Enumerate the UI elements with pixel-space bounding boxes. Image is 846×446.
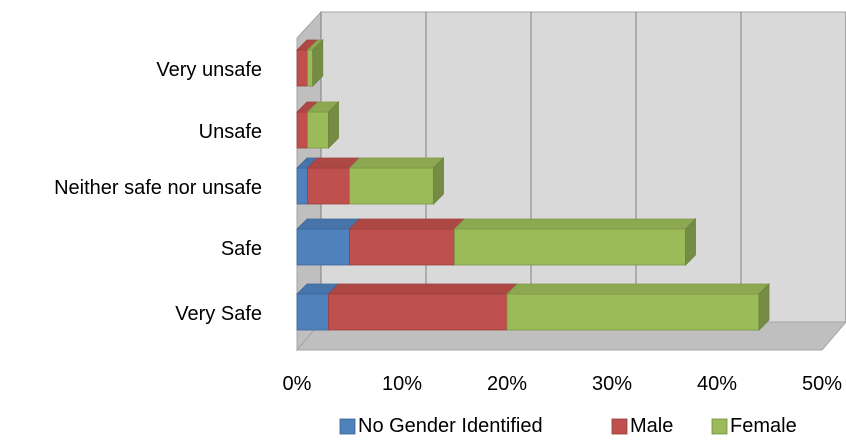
- chart-labels: Very Safe Safe Neither safe nor unsafe Unsa…: [54, 59, 842, 395]
- bar-top: [453, 218, 697, 230]
- legend-swatch-male: [611, 418, 628, 435]
- bar-safe-male: [348, 218, 466, 266]
- bar-neither-safe-nor-unsafe-female: [348, 157, 445, 205]
- x-tick-20: 20%: [487, 373, 527, 395]
- bar-front: [296, 167, 308, 205]
- bar-top: [327, 283, 518, 295]
- category-label-unsafe: Unsafe: [199, 121, 262, 143]
- bar-side: [312, 39, 324, 87]
- bar-safe-no-gender-identified: [296, 218, 361, 266]
- legend-swatch-no-gender-identified: [339, 418, 356, 435]
- bar-front: [296, 49, 308, 87]
- legend-label-female: Female: [730, 415, 797, 437]
- category-label-neither-safe-nor-unsafe: Neither safe nor unsafe: [54, 177, 262, 199]
- bar-front: [307, 167, 350, 205]
- x-tick-30: 30%: [592, 373, 632, 395]
- bar-top: [348, 218, 466, 230]
- bar-front: [307, 49, 314, 87]
- x-tick-50: 50%: [802, 373, 842, 395]
- category-label-very-safe: Very Safe: [175, 303, 262, 325]
- x-tick-0: 0%: [283, 373, 312, 395]
- bar-front: [349, 167, 434, 205]
- bar-front: [454, 228, 686, 266]
- bar-top: [296, 218, 361, 230]
- chart-bars: [296, 39, 770, 331]
- bar-very-safe-no-gender-identified: [296, 283, 340, 331]
- bar-side: [433, 157, 444, 205]
- bar-very-unsafe-female: [306, 39, 324, 87]
- bar-front: [296, 293, 329, 331]
- bar-side: [328, 101, 339, 149]
- bar-front: [328, 293, 508, 331]
- bar-unsafe-female: [306, 101, 340, 149]
- category-label-very-unsafe: Very unsafe: [156, 59, 262, 81]
- bar-side: [758, 283, 770, 331]
- bar-neither-safe-nor-unsafe-male: [306, 157, 361, 205]
- bar-very-safe-male: [327, 283, 518, 331]
- bar-top: [506, 283, 770, 295]
- bar-front: [307, 111, 329, 149]
- chart-legend: No Gender Identified Male Female: [339, 415, 797, 437]
- bar-front: [296, 111, 308, 149]
- legend-swatch-female: [711, 418, 728, 435]
- x-tick-10: 10%: [382, 373, 422, 395]
- legend-label-no-gender-identified: No Gender Identified: [358, 415, 543, 437]
- bar-front: [349, 228, 455, 266]
- category-label-safe: Safe: [221, 238, 262, 260]
- legend-label-male: Male: [630, 415, 673, 437]
- bar-front: [506, 293, 760, 331]
- bar-front: [296, 228, 350, 266]
- bar-very-safe-female: [506, 283, 770, 331]
- bar-top: [348, 157, 445, 169]
- bar-side: [685, 218, 696, 266]
- bar-safe-female: [453, 218, 697, 266]
- x-tick-40: 40%: [697, 373, 737, 395]
